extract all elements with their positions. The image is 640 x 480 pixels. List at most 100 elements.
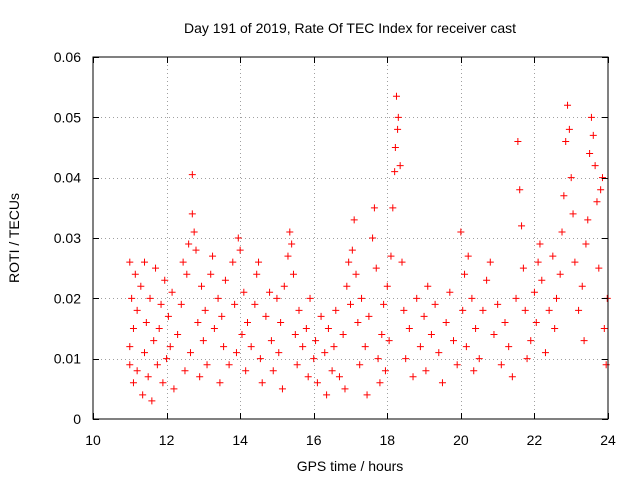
data-point (389, 204, 397, 212)
data-point (139, 391, 147, 399)
data-point (442, 318, 450, 326)
data-point (188, 210, 196, 218)
data-point (597, 186, 605, 194)
data-point (275, 349, 283, 357)
data-point (420, 312, 428, 320)
data-point (580, 337, 588, 345)
data-point (523, 355, 531, 363)
x-tick-label: 10 (85, 432, 101, 448)
data-point (530, 288, 538, 296)
data-point (595, 264, 603, 272)
data-point (354, 318, 362, 326)
data-point (210, 325, 218, 332)
data-point (392, 92, 400, 100)
data-point (159, 379, 167, 387)
data-point (220, 343, 228, 351)
data-point (541, 349, 549, 357)
data-point (593, 198, 601, 206)
data-point (244, 318, 251, 326)
data-point (567, 174, 575, 182)
data-point (413, 294, 421, 302)
data-point (201, 306, 209, 314)
data-point (214, 294, 222, 302)
x-tick-label: 22 (527, 432, 543, 448)
data-point (534, 258, 542, 266)
data-point (376, 379, 384, 387)
data-point (512, 294, 520, 302)
data-point (209, 252, 217, 260)
data-point (141, 349, 148, 357)
data-point (341, 385, 349, 393)
data-point (216, 379, 224, 387)
data-point (330, 343, 338, 351)
data-point (494, 300, 502, 308)
data-point (358, 294, 366, 302)
data-point (317, 312, 325, 320)
y-tick-label: 0.06 (54, 49, 81, 65)
x-tick-label: 14 (232, 432, 248, 448)
data-point (324, 325, 332, 332)
data-point (339, 331, 347, 339)
data-point (278, 385, 286, 393)
data-point (569, 210, 577, 218)
data-point (545, 306, 553, 314)
data-point (323, 391, 331, 399)
data-point (255, 258, 263, 266)
data-point (299, 343, 307, 351)
data-point (251, 300, 259, 308)
data-point (242, 367, 250, 375)
data-point (321, 349, 329, 357)
data-point (183, 270, 191, 278)
data-point (168, 288, 176, 296)
data-point (218, 312, 226, 320)
data-point (190, 228, 198, 236)
data-point (188, 171, 196, 179)
data-point (335, 373, 343, 381)
data-point (564, 101, 572, 109)
data-point (400, 306, 408, 314)
data-point (459, 306, 467, 314)
data-point (571, 258, 579, 266)
data-point (291, 331, 299, 339)
data-point (370, 204, 378, 212)
data-point (253, 270, 261, 278)
data-point (560, 192, 568, 200)
data-point (238, 331, 246, 339)
data-point (600, 325, 608, 332)
data-point (562, 137, 570, 145)
y-axis-label: ROTI / TECUs (6, 193, 22, 283)
data-point (295, 306, 303, 314)
data-point (198, 282, 206, 290)
data-point (565, 125, 573, 133)
data-point (438, 379, 446, 387)
data-point (475, 355, 483, 363)
data-point (194, 318, 202, 326)
data-point (578, 282, 586, 290)
y-tick-label: 0.05 (54, 109, 81, 125)
data-point (129, 379, 137, 387)
data-point (553, 294, 560, 302)
data-point (532, 318, 540, 326)
data-point (126, 361, 134, 369)
data-point (225, 361, 233, 369)
data-point (288, 240, 296, 248)
data-point (405, 325, 413, 332)
data-point (435, 349, 443, 357)
data-point (144, 373, 152, 381)
data-point (519, 264, 527, 272)
data-point (146, 294, 154, 302)
data-point (538, 276, 546, 284)
data-point (391, 144, 399, 151)
data-point (347, 300, 354, 308)
data-point (402, 355, 410, 363)
data-point (483, 276, 491, 284)
data-point (258, 379, 266, 387)
data-point (157, 300, 165, 308)
data-point (518, 222, 526, 230)
data-point (356, 361, 364, 369)
data-point (586, 150, 594, 158)
data-point (394, 113, 402, 121)
data-point (133, 306, 141, 314)
axis-ticks: 10 12 14 16 18 20 22 24 0 0.01 0.02 0.03 0.04 0.05 0.0… (54, 49, 616, 448)
